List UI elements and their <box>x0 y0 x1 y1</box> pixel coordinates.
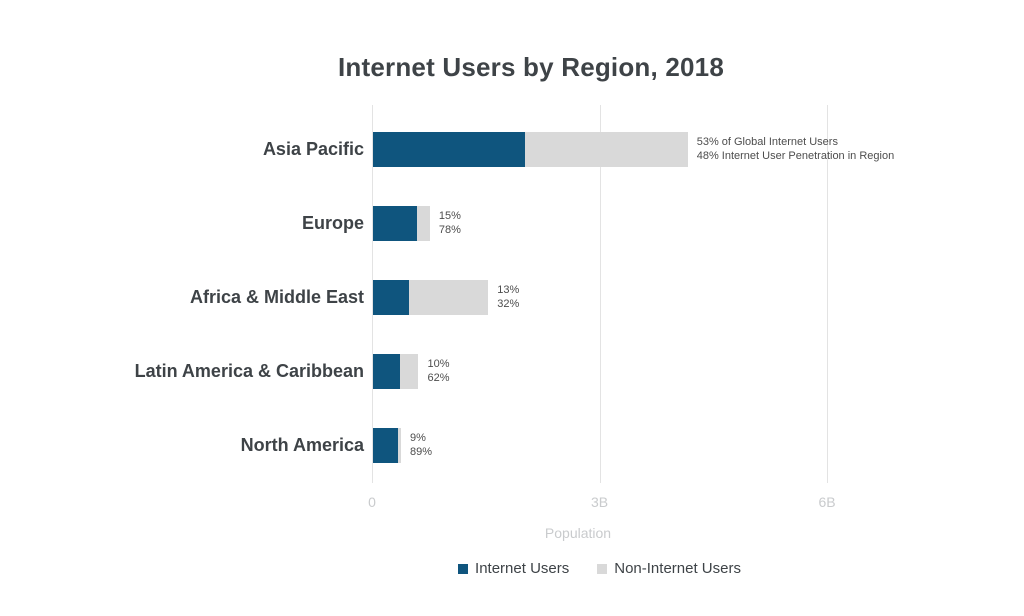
bar-segment-non-internet-users <box>398 428 402 463</box>
legend-item-non-internet-users: Non-Internet Users <box>597 560 741 577</box>
bar-segment-internet-users <box>373 132 525 167</box>
gridline <box>372 105 373 483</box>
bar-annotation: 10% 62% <box>428 358 450 385</box>
annotation-line: 89% <box>410 445 433 458</box>
legend-marker-non-internet-users <box>597 563 608 574</box>
x-tick-label: 6B <box>818 494 836 510</box>
chart-title: Internet Users by Region, 2018 <box>337 52 725 82</box>
bar-annotation: 9% 89% <box>410 432 432 459</box>
bar-annotation: 13% 32% <box>497 284 519 311</box>
bar-segment-non-internet-users <box>400 354 419 389</box>
bar-segment-internet-users <box>373 280 409 315</box>
category-label: North America <box>240 435 364 455</box>
annotation-line: 13% <box>497 284 520 296</box>
bar-annotation: 53% of Global Internet Users 48% Internet… <box>697 136 895 163</box>
category-label: Africa & Middle East <box>189 287 364 307</box>
gridline <box>827 105 828 483</box>
legend-item-internet-users: Internet Users <box>458 560 569 577</box>
annotation-line: 15% <box>438 210 461 222</box>
annotation-line: 78% <box>438 223 461 236</box>
annotation-line: 62% <box>427 371 450 384</box>
legend: Internet Users Non-Internet Users <box>372 560 827 577</box>
legend-label: Internet Users <box>475 560 570 577</box>
bar-annotation: 15% 78% <box>439 210 461 237</box>
x-axis-label: Population <box>544 525 612 541</box>
bar-segment-non-internet-users <box>416 206 430 241</box>
category-label: Latin America & Caribbean <box>134 361 364 381</box>
bar-segment-internet-users <box>373 354 401 389</box>
annotation-line: 53% of Global Internet Users <box>696 136 838 148</box>
gridline <box>599 105 601 483</box>
bar-segment-non-internet-users <box>408 280 489 315</box>
annotation-line: 32% <box>497 297 520 310</box>
bar-segment-non-internet-users <box>524 132 688 167</box>
category-label: Asia Pacific <box>262 139 364 159</box>
bar-segment-internet-users <box>373 428 399 463</box>
x-tick-label: 0 <box>368 494 376 510</box>
x-tick-label: 3B <box>590 494 609 510</box>
annotation-line: 10% <box>427 358 450 370</box>
legend-marker-internet-users <box>458 563 469 574</box>
bar-segment-internet-users <box>373 206 417 241</box>
legend-label: Non-Internet Users <box>614 560 741 577</box>
annotation-line: 48% Internet User Penetration in Region <box>696 149 895 162</box>
category-label: Europe <box>301 213 364 233</box>
annotation-line: 9% <box>410 432 426 444</box>
